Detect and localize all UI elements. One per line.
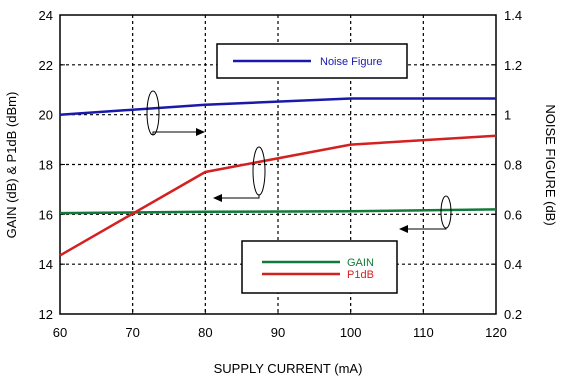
y-left-tick-label: 12 [39,307,53,322]
legend-label-p1db: P1dB [347,269,374,281]
y-right-tick-label: 0.4 [504,257,522,272]
legend-box [241,240,398,294]
axis-indicators [146,90,452,233]
x-tick-label: 100 [340,325,362,340]
indicator-ellipse-p1db [252,146,266,196]
indicator-ellipse-noise-figure [146,90,160,136]
y-right-tick-label: 0.6 [504,207,522,222]
y-right-tick-label: 0.8 [504,158,522,173]
indicator-arrow-noise-figure [152,128,205,136]
x-tick-label: 120 [485,325,507,340]
indicator-ellipse-gain [440,195,452,229]
x-tick-label: 60 [53,325,67,340]
y-left-tick-label: 18 [39,158,53,173]
y-left-tick-label: 24 [39,8,53,23]
axis-ticks: 60 70 80 90 100 110 120 12 14 16 18 20 22 24 0.2 0.4 0.6… [39,8,523,340]
x-axis-title: SUPPLY CURRENT (mA) [214,361,363,376]
y-left-tick-label: 14 [39,257,53,272]
y-axis-right-title: NOISE FIGURE (dB) [543,104,558,225]
series-line-noise-figure [59,97,496,116]
x-tick-label: 70 [125,325,139,340]
indicator-arrow-p1db [213,194,260,202]
legend-noise-figure: Noise Figure [216,43,408,79]
y-right-tick-label: 0.2 [504,307,522,322]
y-left-tick-label: 22 [39,58,53,73]
y-right-tick-label: 1.2 [504,58,522,73]
y-axis-left-title: GAIN (dB) & P1dB (dBm) [4,92,19,239]
indicator-arrow-gain [399,225,447,233]
y-right-tick-label: 1.4 [504,8,522,23]
legend-gain-p1db: GAIN P1dB [241,240,398,294]
x-tick-label: 90 [271,325,285,340]
x-tick-label: 110 [413,325,434,340]
legend-label-noise-figure: Noise Figure [320,56,382,68]
series-line-p1db [59,134,497,257]
y-right-tick-label: 1 [504,108,511,123]
x-tick-label: 80 [198,325,212,340]
y-left-tick-label: 20 [39,108,53,123]
legend-label-gain: GAIN [347,257,374,269]
y-left-tick-label: 16 [39,207,53,222]
series-lines [59,97,497,257]
